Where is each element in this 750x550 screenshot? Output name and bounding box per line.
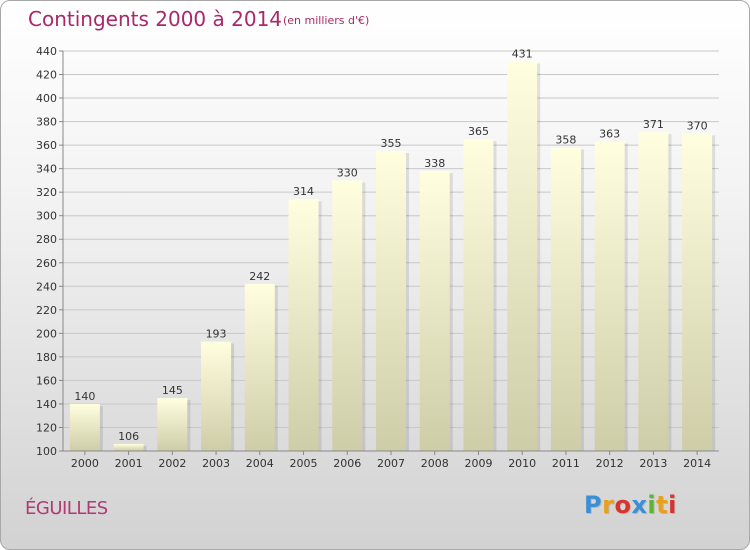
x-tick-label: 2011 xyxy=(552,457,580,470)
data-label: 242 xyxy=(249,270,270,283)
bar-2008[interactable] xyxy=(419,171,450,451)
x-tick-label: 2013 xyxy=(639,457,667,470)
y-tick-label: 300 xyxy=(36,210,57,223)
bar-2006[interactable] xyxy=(332,180,363,452)
data-label: 371 xyxy=(643,118,664,131)
x-tick-label: 2009 xyxy=(464,457,492,470)
y-tick-label: 220 xyxy=(36,304,57,317)
data-label: 145 xyxy=(162,384,183,397)
x-tick-label: 2010 xyxy=(508,457,536,470)
x-tick-label: 2001 xyxy=(115,457,143,470)
chart-title: Contingents 2000 à 2014 xyxy=(28,7,283,31)
y-tick-label: 240 xyxy=(36,280,57,293)
y-tick-label: 120 xyxy=(36,421,57,434)
data-label: 355 xyxy=(381,137,402,150)
x-tick-label: 2008 xyxy=(421,457,449,470)
x-tick-label: 2003 xyxy=(202,457,230,470)
y-tick-label: 420 xyxy=(36,69,57,82)
bar-2011[interactable] xyxy=(550,147,581,451)
data-label: 314 xyxy=(293,185,314,198)
commune-name: ÉGUILLES xyxy=(25,498,108,519)
y-tick-label: 400 xyxy=(36,92,57,105)
x-tick-label: 2005 xyxy=(290,457,318,470)
y-tick-label: 320 xyxy=(36,186,57,199)
axes: 100 120 140 160 180 200 220 240 260 280 300 320 340 3… xyxy=(36,45,719,470)
y-tick-label: 100 xyxy=(36,445,57,458)
y-tick-label: 160 xyxy=(36,374,57,387)
data-label: 140 xyxy=(74,390,95,403)
logo-letter: i xyxy=(668,491,677,519)
x-tick-label: 2012 xyxy=(596,457,624,470)
bars xyxy=(69,61,716,452)
data-label: 330 xyxy=(337,166,358,179)
x-tick-label: 2006 xyxy=(333,457,361,470)
bar-2004[interactable] xyxy=(244,283,275,451)
y-tick-label: 380 xyxy=(36,116,57,129)
data-label: 338 xyxy=(424,157,445,170)
data-label: 358 xyxy=(555,133,576,146)
chart-subtitle: (en milliers d'€) xyxy=(283,14,370,27)
logo-letter: P xyxy=(584,491,603,519)
x-tick-label: 2002 xyxy=(158,457,186,470)
y-tick-label: 180 xyxy=(36,351,57,364)
bar-2013[interactable] xyxy=(638,132,669,452)
bar-2007[interactable] xyxy=(376,151,406,451)
y-tick-label: 360 xyxy=(36,139,57,152)
bar-2005[interactable] xyxy=(288,199,319,451)
logo-letter: i xyxy=(647,491,657,519)
proxiti-logo[interactable]: Proxiti xyxy=(584,491,677,519)
data-label: 370 xyxy=(687,119,708,132)
logo-letter: x xyxy=(631,491,648,519)
bar-2003[interactable] xyxy=(201,341,232,451)
data-label: 431 xyxy=(512,48,533,61)
x-tick-label: 2004 xyxy=(246,457,274,470)
logo-letter: o xyxy=(614,491,632,519)
y-tick-label: 260 xyxy=(36,257,57,270)
data-label: 363 xyxy=(599,128,620,141)
logo-letter: r xyxy=(602,491,615,519)
bar-2000[interactable] xyxy=(69,403,100,451)
bar-2001[interactable] xyxy=(113,443,144,451)
logo-letter: t xyxy=(656,491,669,519)
y-tick-label: 280 xyxy=(36,233,57,246)
data-label: 106 xyxy=(118,430,139,443)
data-label: 193 xyxy=(206,328,227,341)
y-tick-label: 440 xyxy=(36,45,57,58)
y-tick-label: 140 xyxy=(36,398,57,411)
bar-2009[interactable] xyxy=(463,139,494,451)
data-labels: 140 106 145 193 242 314 330 355 338 365 431 358 363 3… xyxy=(74,48,707,443)
bar-2002[interactable] xyxy=(157,398,188,451)
x-tick-label: 2000 xyxy=(71,457,99,470)
bar-2014[interactable] xyxy=(682,133,713,451)
data-label: 365 xyxy=(468,125,489,138)
y-tick-label: 200 xyxy=(36,327,57,340)
x-tick-label: 2007 xyxy=(377,457,405,470)
y-tick-label: 340 xyxy=(36,163,57,176)
bar-2010[interactable] xyxy=(507,61,538,452)
bar-2012[interactable] xyxy=(594,141,625,451)
x-tick-label: 2014 xyxy=(683,457,711,470)
